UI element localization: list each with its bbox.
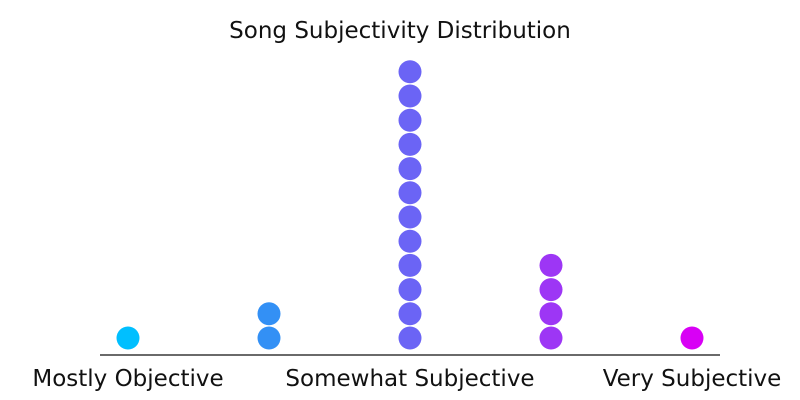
dot-2-8: [398, 132, 422, 156]
dot-3-3: [539, 253, 563, 277]
dot-2-9: [398, 108, 422, 132]
dot-4-0: [680, 326, 704, 350]
dot-2-2: [398, 278, 422, 302]
dot-2-1: [398, 302, 422, 326]
x-tick-label-0: Mostly Objective: [32, 366, 223, 392]
dot-3-2: [539, 278, 563, 302]
dot-2-7: [398, 157, 422, 181]
dot-3-0: [539, 326, 563, 350]
dot-2-0: [398, 326, 422, 350]
x-tick-label-2: Very Subjective: [603, 366, 782, 392]
dot-2-11: [398, 60, 422, 84]
dot-2-6: [398, 181, 422, 205]
dot-2-3: [398, 253, 422, 277]
x-tick-label-1: Somewhat Subjective: [285, 366, 534, 392]
dot-1-0: [257, 326, 281, 350]
dot-1-1: [257, 302, 281, 326]
dot-2-4: [398, 229, 422, 253]
dot-0-0: [116, 326, 140, 350]
dot-2-10: [398, 84, 422, 108]
dot-2-5: [398, 205, 422, 229]
dot-3-1: [539, 302, 563, 326]
x-tick-labels: Mostly Objective Somewhat Subjective Very …: [32, 366, 781, 392]
chart-title: Song Subjectivity Distribution: [229, 18, 571, 44]
dot-marks: [116, 60, 704, 350]
